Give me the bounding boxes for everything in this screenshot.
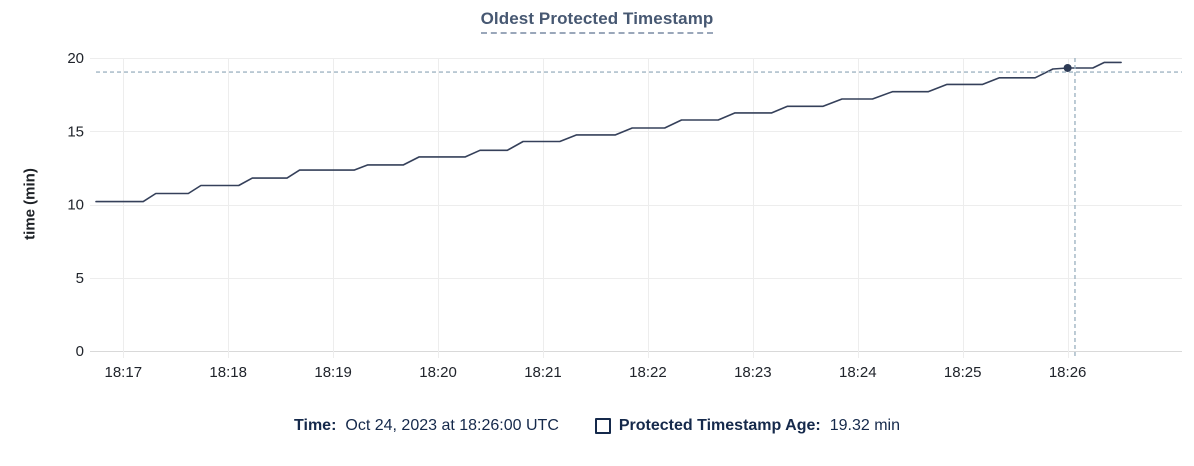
plot-area[interactable]: 0 5 10 15 20 18:17 18:18 18:19 18:20 18:21 18:22 18… xyxy=(0,0,1194,402)
x-tick-label: 18:21 xyxy=(524,364,562,381)
y-tick-label: 15 xyxy=(67,123,84,140)
y-tick-label: 5 xyxy=(76,270,84,287)
x-tick-label: 18:18 xyxy=(209,364,247,381)
y-tick-label: 0 xyxy=(76,343,84,360)
x-tick-label: 18:22 xyxy=(629,364,667,381)
y-tick-label: 10 xyxy=(67,197,84,214)
legend-time-value: Oct 24, 2023 at 18:26:00 UTC xyxy=(345,417,559,434)
legend-time-label: Time: xyxy=(294,417,337,434)
x-tick-label: 18:26 xyxy=(1049,364,1087,381)
legend: Time: Oct 24, 2023 at 18:26:00 UTC Prote… xyxy=(0,417,1194,435)
x-tick-label: 18:25 xyxy=(944,364,982,381)
legend-series-value: 19.32 min xyxy=(829,417,900,434)
chart-title[interactable]: Oldest Protected Timestamp xyxy=(480,9,714,34)
series-line xyxy=(95,61,1122,203)
x-tick-label: 18:19 xyxy=(314,364,352,381)
legend-series-checkbox[interactable] xyxy=(594,418,611,434)
x-tick-label: 18:20 xyxy=(419,364,457,381)
chart-title-row: Oldest Protected Timestamp xyxy=(0,9,1194,34)
x-tick-label: 18:24 xyxy=(839,364,877,381)
legend-series-label: Protected Timestamp Age: xyxy=(618,417,821,434)
hover-data-point xyxy=(1063,63,1072,72)
y-tick-label: 20 xyxy=(67,50,84,67)
legend-series-toggle[interactable]: Protected Timestamp Age: 19.32 min xyxy=(594,417,900,435)
legend-time: Time: Oct 24, 2023 at 18:26:00 UTC xyxy=(294,417,559,435)
x-tick-label: 18:23 xyxy=(734,364,772,381)
x-tick-label: 18:17 xyxy=(105,364,143,381)
